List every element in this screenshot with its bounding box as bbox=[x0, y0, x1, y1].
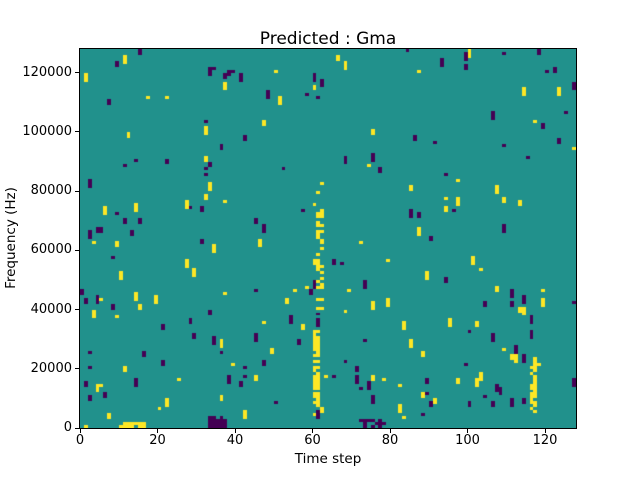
y-tick-label: 80000 bbox=[30, 183, 72, 199]
y-tick-label: 100000 bbox=[22, 123, 72, 139]
plot-area bbox=[79, 48, 577, 429]
y-tick-label: 0 bbox=[63, 420, 72, 435]
y-tick-label: 40000 bbox=[30, 301, 72, 317]
x-tick-mark bbox=[312, 429, 313, 433]
y-tick-mark bbox=[75, 427, 79, 429]
y-tick-mark bbox=[75, 249, 79, 251]
y-tick-label: 60000 bbox=[30, 242, 72, 258]
x-tick-mark bbox=[389, 429, 391, 433]
x-tick-mark bbox=[234, 429, 236, 433]
x-tick-mark bbox=[544, 429, 546, 433]
y-tick-mark bbox=[75, 368, 79, 370]
x-tick-mark bbox=[157, 429, 158, 433]
y-tick-label: 20000 bbox=[30, 360, 72, 376]
y-tick-mark bbox=[75, 72, 79, 74]
x-tick-label: 80 bbox=[381, 433, 399, 448]
x-axis-label: Time step bbox=[294, 451, 362, 467]
x-tick-label: 20 bbox=[149, 433, 166, 448]
y-tick-mark bbox=[75, 190, 79, 192]
x-tick-label: 100 bbox=[455, 433, 480, 448]
x-tick-label: 120 bbox=[532, 433, 558, 448]
chart-title: Predicted : Gma bbox=[259, 29, 397, 49]
y-tick-label: 120000 bbox=[22, 64, 72, 80]
x-tick-label: 40 bbox=[226, 433, 244, 448]
y-axis-label: Frequency (Hz) bbox=[3, 187, 19, 289]
x-tick-mark bbox=[467, 429, 468, 433]
x-tick-label: 60 bbox=[304, 433, 321, 448]
y-tick-mark bbox=[75, 131, 79, 133]
y-tick-mark bbox=[75, 309, 79, 311]
x-tick-mark bbox=[79, 429, 81, 433]
x-tick-label: 0 bbox=[75, 433, 85, 448]
heatmap-canvas bbox=[80, 49, 576, 428]
